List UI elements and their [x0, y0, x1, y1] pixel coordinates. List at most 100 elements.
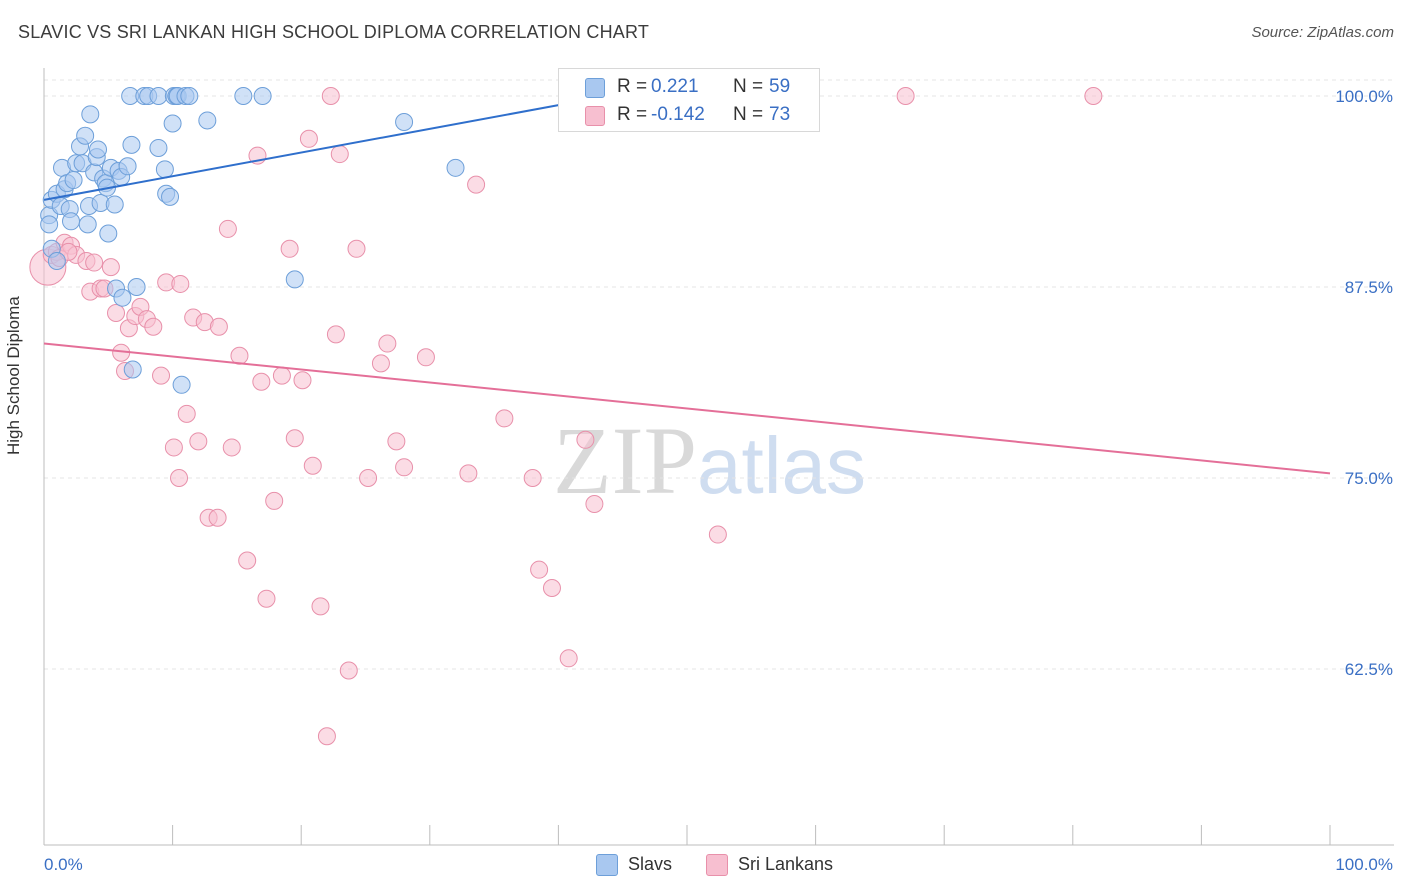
sri-lankans-point: [321, 87, 340, 105]
stats-row-sri-lankans: R = -0.142 N = 73: [559, 101, 819, 129]
sri-lankans-point: [164, 438, 183, 457]
sri-lankans-point: [1084, 87, 1103, 105]
sri-lankans-point: [896, 87, 915, 105]
sri-lankans-trend-line: [43, 342, 1331, 475]
sri-lankans-point: [107, 303, 126, 322]
r-label: R =: [617, 104, 648, 125]
slavs-point: [113, 288, 132, 307]
slavs-point: [99, 224, 118, 243]
sri-lankans-point: [280, 239, 299, 258]
sri-lankans-point: [371, 354, 390, 373]
sri-lankans-point: [530, 560, 549, 579]
sri-lankans-point: [303, 456, 322, 475]
slavs-point: [118, 157, 137, 176]
x-tick-label-max: 100.0%: [1335, 855, 1393, 874]
sri-lankans-point: [387, 432, 406, 451]
sri-lankans-point: [218, 219, 237, 238]
sri-lankans-point: [222, 438, 241, 457]
slavs-r-value: 0.221: [651, 76, 699, 97]
slavs-point: [198, 111, 217, 130]
sri-lankans-point: [395, 458, 414, 477]
slavs-point: [122, 135, 141, 154]
n-label: N =: [733, 104, 764, 125]
sri-lankans-point: [330, 145, 349, 164]
sri-lankans-point: [177, 404, 196, 423]
slavs-point: [89, 140, 108, 159]
n-label: N =: [733, 76, 764, 97]
sri-lankans-point: [495, 409, 514, 428]
sri-lankans-point: [171, 274, 190, 293]
slavs-point: [446, 158, 465, 177]
slavs-point: [62, 212, 81, 231]
slavs-point: [234, 87, 253, 105]
sri-lankans-point: [317, 727, 336, 746]
slavs-point: [40, 215, 59, 234]
slavs-point: [395, 112, 414, 131]
sri-lankans-point: [209, 317, 228, 336]
slavs-legend-icon: [596, 854, 618, 876]
stats-legend: R = 0.221 N = 59 R = -0.142 N = 73: [558, 68, 820, 132]
sri-lankans-point: [285, 429, 304, 448]
sri-lankans-point: [523, 469, 542, 487]
sri-lankans-point: [265, 491, 284, 510]
slavs-point: [172, 375, 191, 394]
sri-lankans-point: [326, 325, 345, 344]
sri-lankans-n-value: 73: [769, 104, 791, 125]
sri-lankans-point: [257, 589, 276, 608]
slavs-point: [163, 114, 182, 133]
legend-label-slavs: Slavs: [628, 854, 673, 874]
slavs-point: [253, 87, 272, 105]
slavs-point: [127, 278, 146, 296]
slavs-point: [285, 270, 304, 289]
slavs-point: [180, 87, 199, 105]
sri-lankans-point: [85, 253, 104, 272]
slavs-point: [161, 187, 180, 206]
x-tick-label-min: 0.0%: [44, 855, 83, 874]
series-legend: Slavs Sri Lankans: [596, 852, 856, 876]
sri-lankans-legend-icon: [706, 854, 728, 876]
sri-lankans-point: [708, 525, 727, 544]
slavs-n-value: 59: [769, 76, 791, 97]
slavs-point: [123, 360, 142, 379]
sri-lankans-point: [459, 464, 478, 483]
slavs-point: [155, 160, 174, 179]
sri-lankans-point: [378, 334, 397, 353]
watermark-zip: ZIP: [553, 407, 697, 514]
sri-lankans-point: [152, 366, 171, 385]
slavs-point: [76, 126, 95, 145]
y-tick-label: 62.5%: [1345, 660, 1393, 679]
slavs-point: [81, 105, 100, 124]
sri-lankans-point: [293, 371, 312, 390]
slavs-swatch-icon: [585, 78, 605, 98]
sri-lankans-point: [208, 508, 227, 527]
sri-lankans-point: [144, 317, 163, 336]
sri-lankans-point: [347, 239, 366, 258]
sri-lankans-point: [559, 649, 578, 668]
sri-lankans-point: [311, 597, 330, 616]
slavs-point: [47, 252, 66, 271]
sri-lankans-point: [359, 469, 378, 487]
sri-lankans-r-value: -0.142: [651, 104, 705, 125]
sri-lankans-point: [585, 494, 604, 513]
slavs-point: [64, 171, 83, 190]
y-tick-label: 100.0%: [1335, 87, 1393, 106]
watermark-atlas: atlas: [697, 421, 866, 510]
chart-title: SLAVIC VS SRI LANKAN HIGH SCHOOL DIPLOMA…: [18, 22, 650, 42]
y-tick-label: 75.0%: [1345, 469, 1393, 488]
sri-lankans-point: [576, 430, 595, 449]
slavs-point: [149, 87, 168, 105]
r-label: R =: [617, 76, 648, 97]
sri-lankans-point: [416, 348, 435, 367]
sri-lankans-point: [272, 366, 291, 385]
sri-lankans-point: [101, 258, 120, 277]
sri-lankans-point: [189, 432, 208, 451]
slavs-trend-line: [43, 104, 559, 201]
watermark: ZIPatlas: [553, 405, 866, 516]
sri-lankans-point: [238, 551, 257, 570]
source-label: Source: ZipAtlas.com: [1251, 24, 1394, 41]
slavs-point: [105, 195, 124, 214]
stats-row-slavs: R = 0.221 N = 59: [559, 73, 819, 101]
sri-lankans-point: [542, 579, 561, 598]
y-tick-label: 87.5%: [1345, 278, 1393, 297]
